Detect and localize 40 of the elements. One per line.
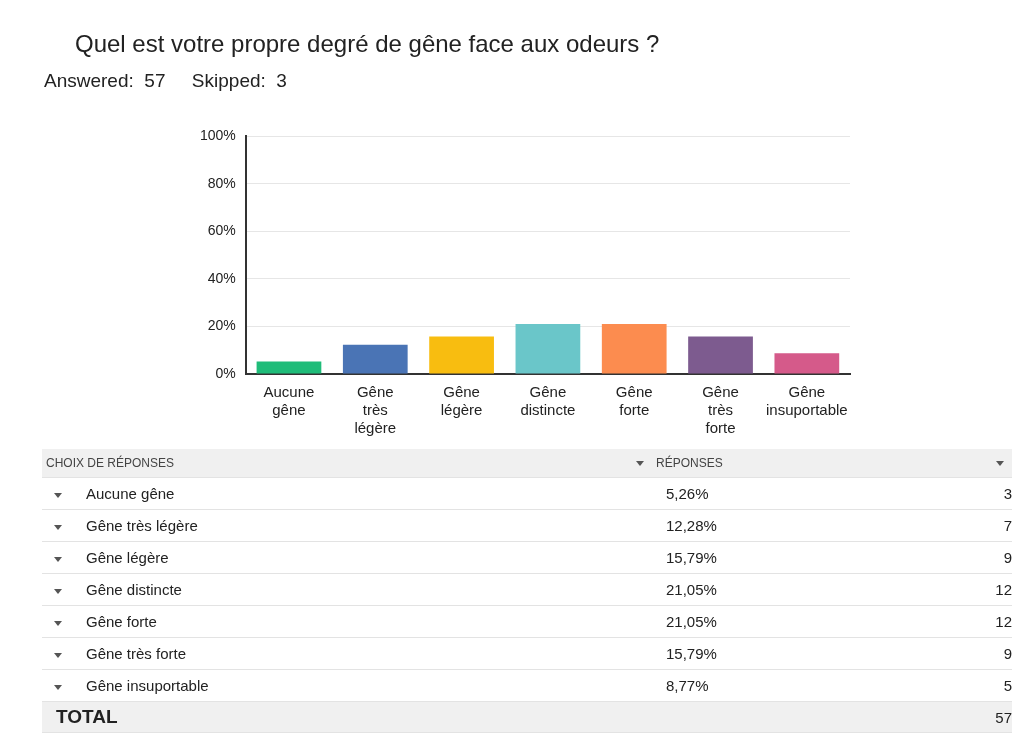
x-tick-label: Gêne légère — [440, 383, 483, 419]
y-tick-label: 100% — [199, 127, 236, 144]
text: 15,79% — [666, 549, 718, 566]
category-label: Gêne légère — [86, 549, 169, 566]
category-label: Gêne forte — [86, 613, 157, 630]
text: 7 — [1002, 517, 1012, 534]
category-label: Gêne distincte — [86, 581, 182, 598]
chart-subtitle: Answered: 57 Skipped: 3 — [44, 70, 287, 92]
text: 21,05% — [666, 581, 718, 598]
text: 57 — [994, 708, 1012, 726]
category-label: Gêne très légère — [86, 517, 198, 534]
x-tick-label: Gêne distincte — [520, 383, 576, 419]
text: 12 — [994, 581, 1012, 598]
text: 9 — [1002, 645, 1012, 662]
text: 9 — [1002, 549, 1012, 566]
category-label: Gêne insuportable — [86, 677, 209, 694]
text: 12 — [994, 613, 1012, 630]
text: 8,77% — [666, 677, 710, 694]
text: CHOIX DE RÉPONSES — [45, 456, 176, 470]
y-tick-label: 20% — [207, 317, 236, 334]
text: 12,28% — [666, 517, 718, 534]
category-label: Aucune gêne — [86, 485, 175, 502]
chart-title: Quel est votre propre degré de gêne face aux odeurs ? — [75, 30, 660, 58]
x-tick-label: Gêne très légère — [354, 383, 397, 437]
y-tick-label: 60% — [207, 222, 236, 239]
text: 15,79% — [666, 645, 718, 662]
x-tick-label: Gêne insuportable — [765, 383, 848, 419]
text: 3 — [1002, 485, 1012, 502]
y-tick-label: 0% — [215, 364, 236, 381]
text: TOTAL — [55, 706, 119, 728]
text: 5 — [1002, 677, 1012, 694]
text: 21,05% — [666, 613, 718, 630]
x-tick-label: Gêne très forte — [702, 383, 739, 437]
y-tick-label: 40% — [207, 269, 236, 286]
category-label: Gêne très forte — [86, 645, 187, 662]
text: RÉPONSES — [656, 456, 724, 470]
text: 5,26% — [666, 485, 710, 502]
y-tick-label: 80% — [207, 174, 236, 191]
x-tick-label: Gêne forte — [615, 383, 653, 419]
x-tick-label: Aucune gêne — [263, 383, 315, 419]
